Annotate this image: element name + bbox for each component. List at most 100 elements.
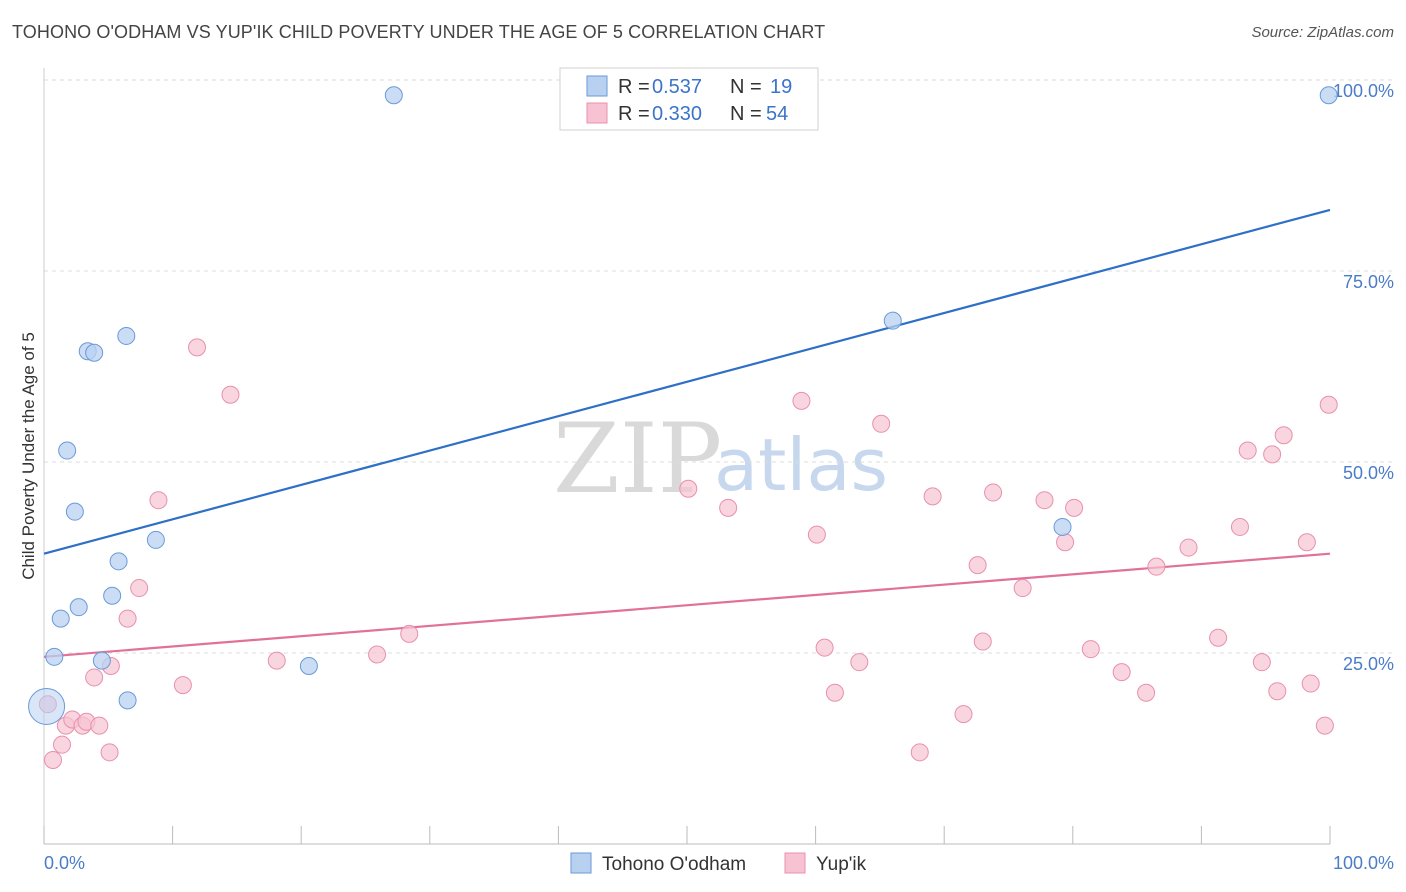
yupik-point-40 (1137, 683, 1156, 702)
tohono-point-12 (118, 691, 137, 710)
y-tick-label-50: 50.0% (1343, 463, 1394, 483)
yupik-point-30 (954, 705, 973, 724)
tohono-point-17 (1053, 517, 1072, 536)
yupik-point-26 (850, 653, 869, 672)
yupik-point-22 (792, 391, 811, 410)
yupik-point-39 (1112, 663, 1131, 682)
tohono-point-5 (69, 598, 88, 617)
yupik-point-52 (1315, 716, 1334, 735)
yupik-point-24 (807, 525, 826, 544)
tohono-point-0 (28, 687, 66, 725)
yupik-point-35 (1035, 491, 1054, 510)
yupik-point-7 (85, 668, 104, 687)
yupik-point-29 (923, 487, 942, 506)
bottom-legend-swatch-tohono (570, 852, 592, 874)
yupik-point-25 (825, 683, 844, 702)
tohono-point-16 (883, 311, 902, 330)
yupik-point-8 (90, 716, 109, 735)
legend-n-value-1: 19 (770, 76, 792, 98)
y-tick-labels: 25.0% 50.0% 75.0% 100.0% (1333, 81, 1394, 674)
yupik-point-2 (53, 735, 72, 754)
yupik-point-17 (267, 651, 286, 670)
tohono-point-9 (103, 586, 122, 605)
yupik-point-27 (872, 414, 891, 433)
yupik-point-37 (1065, 498, 1084, 517)
yupik-point-44 (1230, 517, 1249, 536)
watermark-atlas: atlas (714, 423, 888, 507)
yupik-point-18 (368, 645, 387, 664)
legend-r-value-1: 0.537 (652, 76, 702, 98)
x-tick-label-min: 0.0% (44, 853, 85, 873)
legend-r-value-2: 0.330 (652, 103, 702, 125)
tohono-point-8 (92, 651, 111, 670)
yupik-point-48 (1268, 682, 1287, 701)
y-tick-label-25: 25.0% (1343, 654, 1394, 674)
legend-r-label-1: R = (618, 76, 650, 98)
yupik-point-33 (984, 483, 1003, 502)
legend-n-label-2: N = (730, 103, 762, 125)
legend-swatch-tohono (586, 75, 608, 97)
yupik-point-13 (149, 491, 168, 510)
bottom-legend-yupik: Yup'ik (816, 854, 867, 875)
tohono-point-18 (1319, 86, 1338, 105)
yupik-point-46 (1252, 653, 1271, 672)
yupik-point-28 (910, 743, 929, 762)
yupik-point-36 (1056, 533, 1075, 552)
yupik-point-20 (679, 479, 698, 498)
yupik-point-14 (173, 676, 192, 695)
bottom-legend-tohono: Tohono O'odham (602, 854, 746, 875)
tohono-point-13 (146, 530, 165, 549)
legend-n-label-1: N = (730, 76, 762, 98)
legend-r-label-2: R = (618, 103, 650, 125)
tohono-point-2 (51, 609, 70, 628)
x-tick-label-max: 100.0% (1333, 853, 1394, 873)
yupik-point-16 (221, 385, 240, 404)
yupik-point-47 (1263, 445, 1282, 464)
gridlines (44, 79, 1394, 654)
tohono-points (28, 86, 1338, 725)
yupik-point-42 (1179, 538, 1198, 557)
yupik-point-53 (1319, 395, 1338, 414)
yupik-point-45 (1238, 441, 1257, 460)
tohono-point-3 (58, 441, 77, 460)
tohono-point-10 (109, 552, 128, 571)
tohono-point-4 (65, 502, 84, 521)
yupik-point-51 (1301, 674, 1320, 693)
tohono-point-14 (299, 656, 318, 675)
yupik-point-49 (1274, 426, 1293, 445)
yupik-point-34 (1013, 579, 1032, 598)
chart-title: TOHONO O'ODHAM VS YUP'IK CHILD POVERTY U… (12, 22, 826, 42)
tohono-point-1 (45, 647, 64, 666)
tohono-point-15 (384, 86, 403, 105)
series-legend: Tohono O'odham Yup'ik (570, 852, 867, 875)
yupik-point-11 (118, 609, 137, 628)
tohono-trend-line (43, 208, 1331, 555)
y-tick-label-75: 75.0% (1343, 272, 1394, 292)
correlation-legend: R = 0.537 N = 19 R = 0.330 N = 54 (559, 67, 819, 131)
yupik-point-32 (973, 632, 992, 651)
yupik-point-50 (1297, 533, 1316, 552)
yupik-point-23 (815, 638, 834, 657)
watermark-zip: ZIP (553, 403, 722, 515)
yupik-point-15 (188, 338, 207, 357)
yupik-point-31 (968, 556, 987, 575)
x-ticks (43, 826, 1331, 844)
y-axis-label: Child Poverty Under the Age of 5 (19, 332, 38, 580)
yupik-point-1 (44, 750, 63, 769)
y-tick-label-100: 100.0% (1333, 81, 1394, 101)
yupik-point-9 (100, 743, 119, 762)
chart-source: Source: ZipAtlas.com (1251, 24, 1394, 41)
yupik-point-19 (400, 624, 419, 643)
yupik-point-43 (1209, 628, 1228, 647)
yupik-point-21 (719, 498, 738, 517)
yupik-point-12 (130, 579, 149, 598)
legend-swatch-yupik (586, 102, 608, 124)
yupik-trend-line (43, 552, 1331, 658)
trend-lines (43, 208, 1331, 658)
legend-n-value-2: 54 (766, 103, 788, 125)
bottom-legend-swatch-yupik (784, 852, 806, 874)
yupik-point-41 (1147, 557, 1166, 576)
yupik-point-38 (1081, 640, 1100, 659)
tohono-point-7 (85, 343, 104, 362)
